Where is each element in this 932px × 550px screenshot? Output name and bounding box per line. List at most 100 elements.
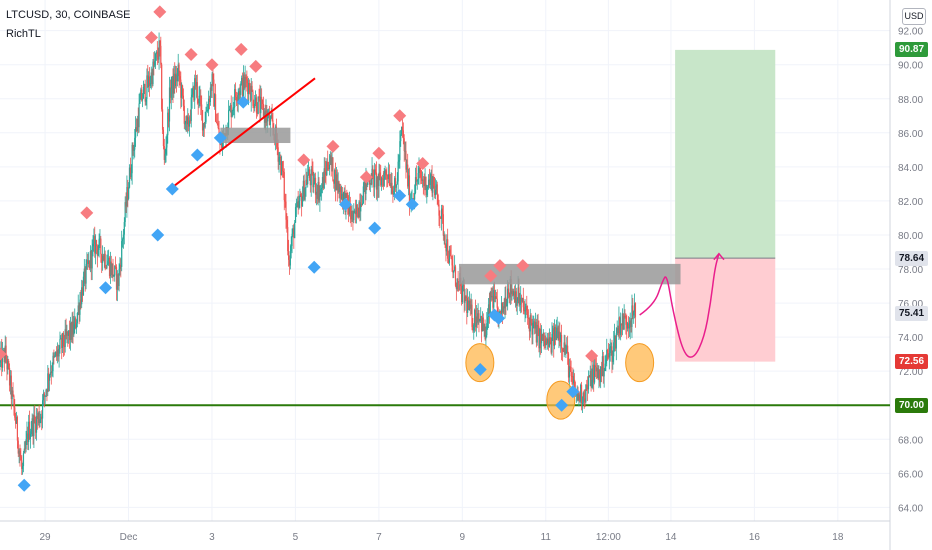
candle-body (57, 349, 59, 357)
candle-body (36, 416, 38, 419)
candle-body (89, 251, 92, 269)
candle-body (10, 375, 12, 400)
candle-body (462, 284, 464, 286)
candle-body (407, 164, 409, 187)
candle-body (255, 97, 258, 113)
candle-body (377, 176, 379, 187)
candle-body (541, 334, 544, 341)
candle-body (480, 315, 483, 332)
candle-body (615, 333, 617, 349)
candle-body (194, 78, 197, 87)
candle-body (489, 292, 491, 314)
candle-body (307, 175, 309, 185)
candle-body (320, 189, 322, 193)
price-badge: 78.64 (895, 250, 929, 266)
swing-low-marker (492, 311, 506, 325)
candle-body (437, 195, 439, 205)
candle-body (137, 118, 139, 128)
candle-body (545, 338, 547, 346)
candle-body (513, 291, 515, 296)
candle-body (140, 89, 142, 100)
candle-body (509, 278, 511, 298)
candle-body (511, 290, 513, 295)
candle-body (471, 304, 473, 327)
candle-body (83, 268, 85, 277)
candle-body (52, 355, 54, 372)
candle-body (68, 330, 70, 336)
candle-body (121, 239, 124, 242)
candle-body (572, 376, 574, 384)
candle-body (174, 74, 177, 87)
candle-body (611, 346, 613, 362)
candle-body (505, 297, 507, 307)
candle-body (216, 122, 218, 124)
candle-body (75, 318, 77, 329)
candle-body (82, 276, 85, 296)
candle-body (570, 367, 572, 377)
candle-body (98, 238, 100, 250)
candle-body (542, 332, 544, 341)
candle-body (413, 198, 415, 200)
candle-body (434, 186, 436, 196)
candle-body (530, 315, 532, 323)
candle-body (332, 157, 334, 181)
candle-body (520, 297, 522, 305)
candle-body (212, 73, 214, 80)
candle-body (627, 323, 630, 329)
candle-body (512, 290, 514, 296)
candle-body (188, 117, 190, 127)
candle-body (335, 174, 338, 191)
candle-body (560, 334, 563, 349)
candle-body (246, 79, 248, 84)
candle-body (287, 227, 289, 252)
candle-body (424, 176, 426, 187)
candle-body (341, 193, 343, 199)
time-tick-label: 11 (541, 532, 552, 543)
candle-body (579, 394, 581, 402)
candle-body (75, 323, 78, 329)
candle-body (487, 304, 490, 317)
candle-body (578, 394, 580, 401)
candle-body (277, 147, 279, 162)
candle-body (465, 296, 467, 298)
candle-body (547, 338, 549, 344)
candle-body (162, 129, 165, 147)
candle-body (243, 74, 245, 89)
candle-body (283, 172, 285, 201)
currency-button[interactable]: USD (902, 8, 926, 25)
candle-body (192, 86, 194, 95)
candle-body (425, 176, 427, 196)
candle-body (372, 168, 374, 171)
candle-body (341, 193, 344, 204)
candle-body (600, 366, 603, 377)
candle-body (38, 412, 40, 423)
candle-body (119, 264, 121, 270)
candle-body (40, 416, 42, 420)
candle-body (314, 177, 317, 195)
indicator-name[interactable]: RichTL (6, 28, 41, 40)
candle-body (305, 179, 307, 189)
candle-body (111, 263, 113, 275)
candle-body (528, 318, 530, 332)
candle-body (66, 331, 68, 336)
candle-body (71, 321, 73, 340)
candle-body (318, 181, 320, 201)
candle-body (191, 94, 193, 98)
price-tick-label: 84.00 (898, 163, 923, 174)
candle-body (34, 415, 36, 420)
candle-body (391, 182, 393, 194)
swing-high-marker (0, 347, 7, 361)
candle-body (390, 182, 392, 186)
swing-high-marker (184, 47, 198, 61)
candle-body (387, 174, 390, 180)
candle-body (419, 168, 421, 170)
candle-body (383, 172, 385, 186)
candle-body (364, 177, 366, 194)
candle-body (340, 187, 342, 199)
candle-body (540, 329, 542, 344)
candle-body (414, 177, 417, 193)
candle-body (315, 191, 318, 195)
candle-body (603, 370, 605, 377)
candle-body (506, 303, 508, 307)
